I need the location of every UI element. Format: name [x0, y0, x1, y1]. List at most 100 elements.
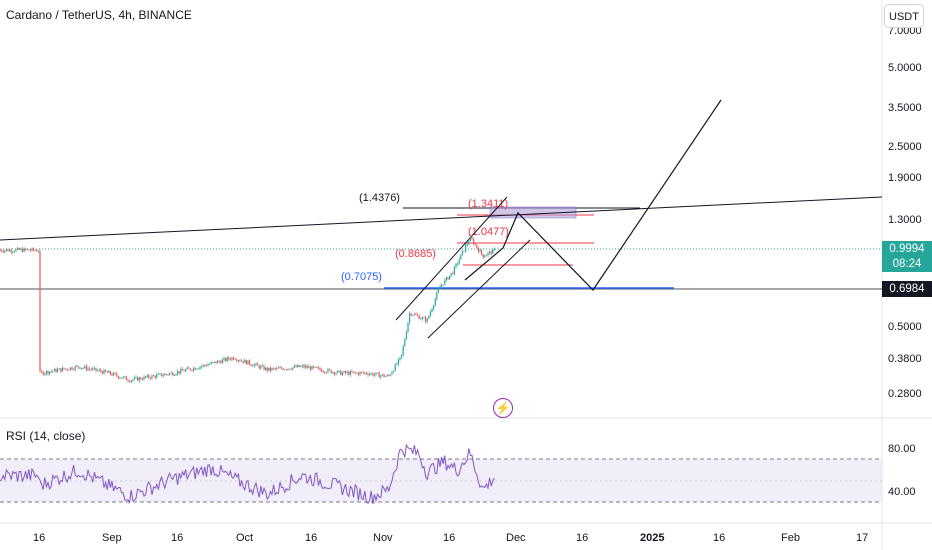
candle: [109, 371, 111, 375]
candle: [205, 365, 207, 367]
candle: [124, 376, 126, 378]
candle: [44, 373, 46, 375]
candle: [460, 254, 462, 260]
candle: [117, 376, 119, 379]
candle: [322, 371, 324, 373]
candle: [217, 360, 219, 364]
price-axis-label: 7.0000: [888, 25, 922, 37]
candle: [213, 361, 215, 363]
candle: [0, 250, 1, 251]
candle: [492, 249, 494, 254]
candle: [281, 367, 283, 369]
candle: [351, 371, 353, 373]
price-axis-label: 2.5000: [888, 141, 922, 153]
candle: [345, 371, 347, 374]
rsi-title[interactable]: RSI (14, close): [6, 429, 86, 443]
candle: [314, 366, 316, 368]
candle: [340, 370, 342, 375]
candle: [265, 367, 267, 370]
candle: [359, 372, 361, 375]
candle: [277, 367, 279, 369]
candle: [361, 372, 363, 373]
candle: [290, 369, 292, 370]
candle: [100, 369, 102, 372]
candle: [258, 365, 260, 369]
symbol-title[interactable]: Cardano / TetherUS, 4h, BINANCE: [6, 8, 192, 22]
projection-path[interactable]: [464, 99, 722, 291]
candle: [297, 365, 299, 368]
candle: [386, 375, 388, 377]
supply-zone[interactable]: [489, 206, 577, 219]
channel-line-upper[interactable]: [395, 196, 508, 321]
candle: [2, 251, 4, 253]
candle: [378, 372, 380, 378]
candle: [140, 377, 142, 380]
candle: [188, 367, 190, 369]
candle: [348, 371, 350, 375]
candle: [252, 365, 254, 367]
candle: [292, 367, 294, 370]
candle: [335, 372, 337, 375]
candle: [87, 368, 89, 370]
candle: [220, 361, 222, 364]
candle: [349, 371, 351, 375]
candle: [354, 371, 356, 373]
candle: [161, 373, 163, 377]
candle: [4, 250, 6, 252]
price-axis-label: 3.5000: [888, 102, 922, 114]
candle: [468, 241, 470, 244]
candle: [433, 305, 435, 309]
candle: [156, 374, 158, 378]
candle: [260, 366, 262, 369]
candle: [485, 255, 487, 257]
candle: [215, 361, 217, 364]
candle: [76, 365, 78, 367]
candle: [423, 317, 425, 319]
candle: [325, 372, 327, 374]
candle: [164, 373, 166, 376]
channel-line-lower[interactable]: [427, 239, 531, 339]
fib-label: (0.8685): [395, 248, 436, 260]
candle: [37, 251, 39, 252]
candle: [444, 279, 446, 285]
rsi-axis-label: 80.00: [888, 443, 916, 455]
candle: [143, 376, 145, 380]
lightning-icon[interactable]: ⚡: [493, 398, 513, 418]
candle: [66, 368, 68, 370]
candle: [31, 248, 33, 251]
candle: [65, 368, 67, 370]
candle: [425, 317, 427, 322]
candle: [39, 251, 41, 372]
candle: [333, 372, 335, 375]
candle: [452, 273, 454, 275]
candle: [375, 372, 377, 375]
candle: [436, 292, 438, 300]
trend-line[interactable]: [0, 196, 883, 241]
candle: [442, 284, 444, 286]
candle: [401, 354, 403, 358]
candle: [28, 249, 30, 251]
candle: [317, 367, 319, 369]
candle: [114, 372, 116, 374]
candle: [410, 313, 412, 316]
candle: [12, 251, 14, 253]
candle: [50, 371, 52, 373]
candle: [253, 364, 255, 367]
candle: [185, 369, 187, 372]
candle: [60, 368, 62, 372]
candle: [55, 368, 57, 372]
candle: [362, 372, 364, 374]
candle: [116, 373, 118, 377]
candle: [469, 236, 471, 242]
candle: [263, 365, 265, 370]
currency-button[interactable]: USDT: [884, 4, 924, 28]
candle: [271, 368, 273, 371]
candle: [111, 374, 113, 376]
candle: [327, 369, 329, 373]
fib-label: (1.0477): [468, 226, 509, 238]
candle: [407, 322, 409, 333]
candle: [194, 367, 196, 370]
fib-label: (1.3411): [468, 198, 508, 210]
time-axis-label: 16: [171, 532, 183, 544]
